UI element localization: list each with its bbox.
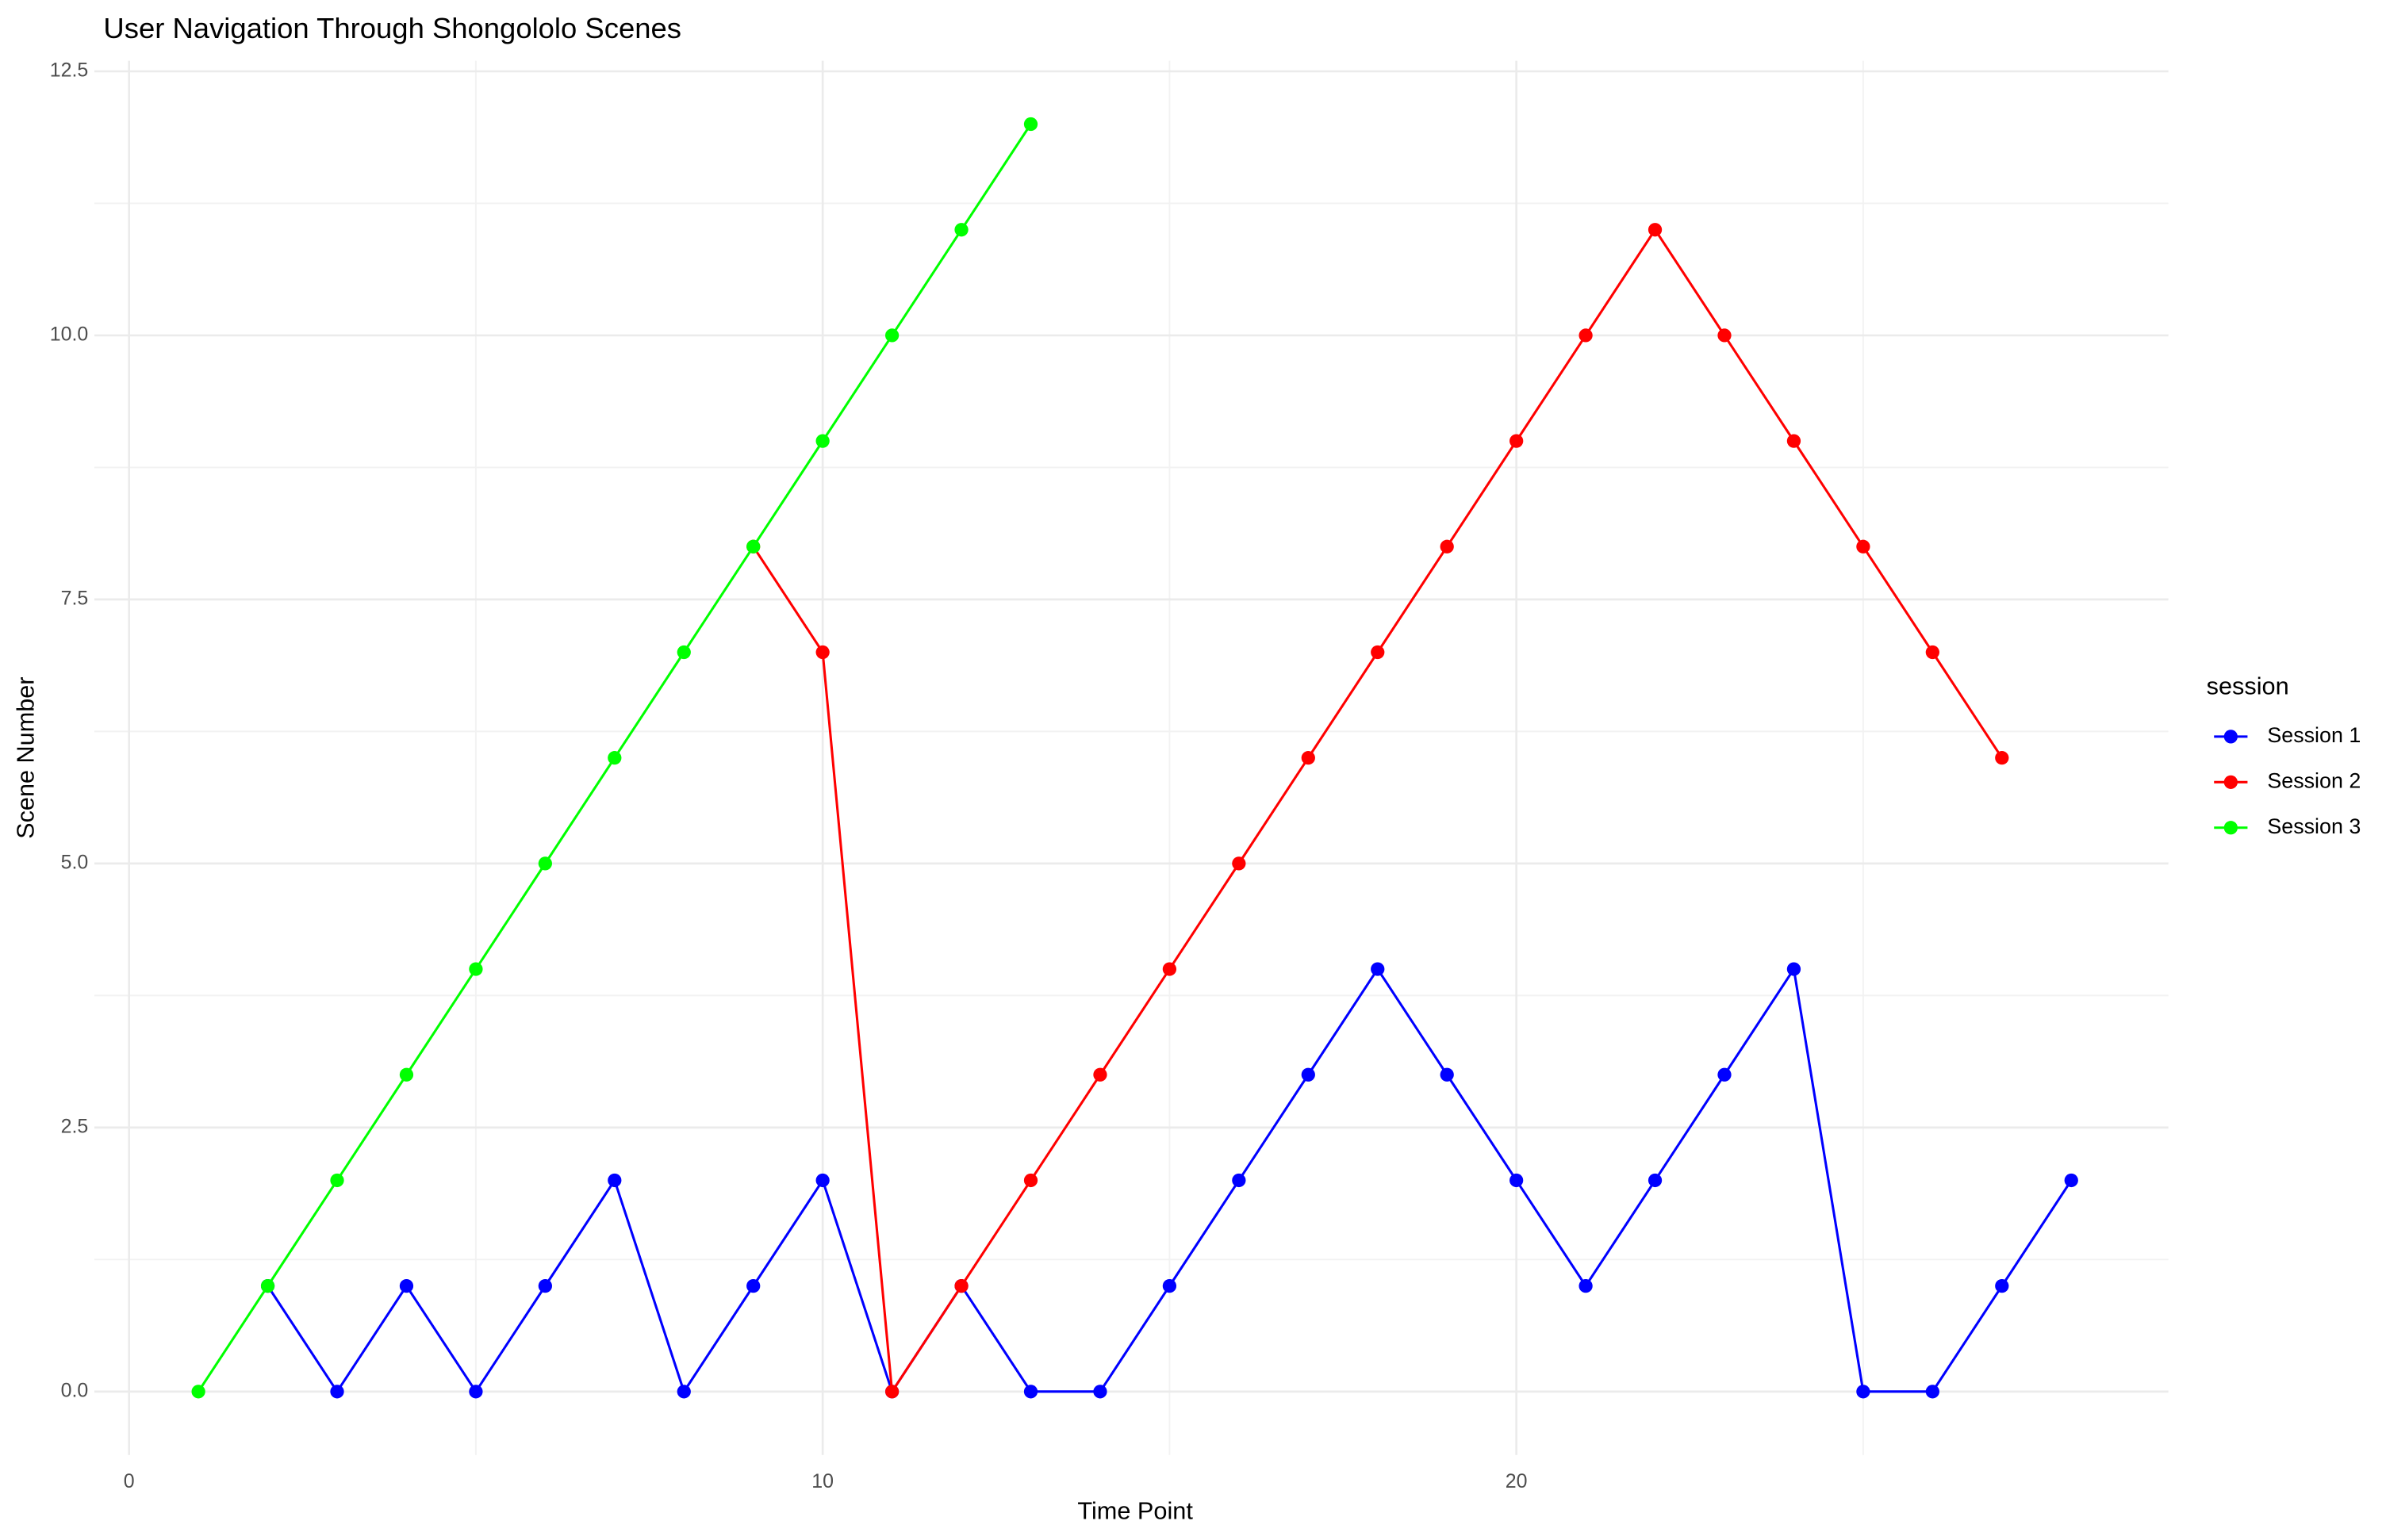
data-point <box>1648 223 1663 237</box>
data-point <box>1371 962 1385 976</box>
data-point <box>608 751 622 765</box>
data-point <box>1786 434 1801 448</box>
data-point <box>1509 1173 1524 1188</box>
legend-label: Session 3 <box>2267 814 2361 838</box>
data-point <box>1925 645 1939 660</box>
data-point <box>954 223 969 237</box>
x-tick-label: 20 <box>1506 1470 1528 1492</box>
data-point <box>1717 1067 1732 1082</box>
series-line <box>752 227 2004 1396</box>
data-point <box>815 1173 830 1188</box>
data-point <box>746 539 761 554</box>
data-point <box>1232 1173 1246 1188</box>
legend-marker <box>2223 775 2238 789</box>
data-point <box>538 1279 552 1293</box>
data-point <box>884 328 900 343</box>
data-point <box>1579 1279 1593 1293</box>
data-point <box>330 1173 344 1188</box>
data-point <box>1301 751 1315 765</box>
x-tick-label: 0 <box>124 1470 135 1492</box>
x-axis-title: Time Point <box>1077 1498 1193 1525</box>
y-tick-label: 10.0 <box>50 323 89 345</box>
data-point <box>1717 328 1732 343</box>
data-point <box>260 1279 275 1293</box>
chart-title: User Navigation Through Shongololo Scene… <box>103 12 681 44</box>
data-point <box>677 645 691 660</box>
data-point <box>815 434 830 448</box>
data-point <box>330 1385 344 1399</box>
data-point <box>746 1279 761 1293</box>
data-point <box>954 1279 969 1293</box>
y-tick-label: 12.5 <box>50 59 89 82</box>
data-point <box>1162 1279 1177 1293</box>
data-point <box>1579 328 1593 343</box>
data-point <box>399 1067 414 1082</box>
data-point <box>1162 962 1177 976</box>
data-point <box>469 962 483 976</box>
data-point <box>815 645 830 660</box>
data-point <box>1856 1385 1870 1399</box>
data-point <box>1440 1067 1454 1082</box>
data-point <box>2064 1173 2078 1188</box>
data-point <box>1023 1385 1038 1399</box>
y-tick-label: 2.5 <box>61 1115 89 1137</box>
data-point <box>1925 1385 1939 1399</box>
legend-marker <box>2223 821 2238 835</box>
data-point <box>1786 962 1801 976</box>
y-tick-label: 5.0 <box>61 851 89 873</box>
data-point <box>1023 117 1038 132</box>
data-point <box>608 1173 622 1188</box>
data-point <box>1232 856 1246 871</box>
data-point <box>538 856 552 871</box>
data-point <box>1856 539 1870 554</box>
legend-title: session <box>2207 673 2289 700</box>
data-point <box>469 1385 483 1399</box>
data-point <box>1301 1067 1315 1082</box>
data-point <box>677 1385 691 1399</box>
y-tick-label: 0.0 <box>61 1379 89 1401</box>
data-point <box>884 1385 900 1399</box>
data-point <box>1995 751 2009 765</box>
data-point <box>1995 1279 2009 1293</box>
data-point <box>399 1279 414 1293</box>
legend-marker <box>2223 730 2238 744</box>
data-point <box>1093 1067 1107 1082</box>
y-axis-title: Scene Number <box>13 677 40 839</box>
x-tick-label: 10 <box>811 1470 834 1492</box>
data-point <box>1371 645 1385 660</box>
legend-label: Session 1 <box>2267 723 2361 747</box>
data-point <box>1648 1173 1663 1188</box>
y-tick-label: 7.5 <box>61 587 89 609</box>
legend-label: Session 2 <box>2267 768 2361 792</box>
data-point <box>1093 1385 1107 1399</box>
data-point <box>1023 1173 1038 1188</box>
data-point <box>191 1385 205 1399</box>
data-point <box>1509 434 1524 448</box>
data-point <box>1440 539 1454 554</box>
